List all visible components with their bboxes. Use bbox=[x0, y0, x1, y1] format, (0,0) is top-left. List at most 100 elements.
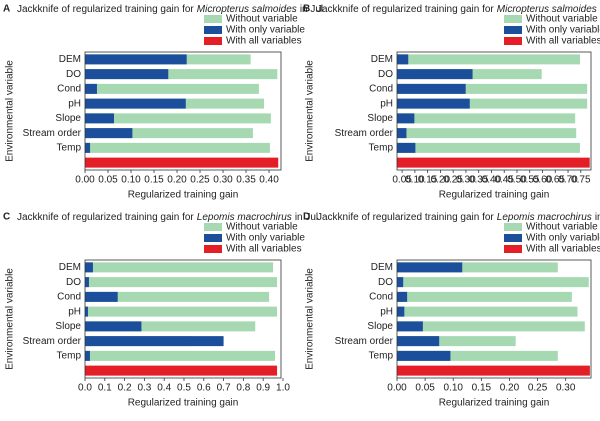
x-tick-label: 0.4 bbox=[157, 383, 171, 394]
bar bbox=[397, 54, 580, 64]
bar bbox=[397, 277, 403, 287]
bar bbox=[85, 262, 273, 272]
legend-label: With all variables bbox=[226, 244, 302, 255]
title-part: Jackknife of regularized training gain f… bbox=[317, 212, 494, 223]
y-tick-label: DEM bbox=[371, 262, 393, 273]
x-tick-label: 1.0 bbox=[276, 383, 290, 394]
bar bbox=[85, 128, 132, 138]
bar bbox=[85, 336, 224, 346]
x-tick-label: 0.5 bbox=[177, 383, 191, 394]
bar bbox=[85, 321, 141, 331]
y-tick-label: Slope bbox=[55, 321, 81, 332]
panel-letter: C bbox=[3, 212, 10, 223]
y-tick-label: Stream order bbox=[335, 128, 394, 139]
x-tick-label: 0.8 bbox=[236, 383, 250, 394]
y-tick-label: Cond bbox=[57, 292, 81, 303]
legend-swatch bbox=[204, 37, 222, 45]
bar bbox=[397, 336, 439, 346]
y-tick-label: DEM bbox=[59, 262, 81, 273]
bar bbox=[397, 321, 585, 331]
x-tick-label: 0.30 bbox=[556, 383, 576, 394]
y-tick-label: DO bbox=[66, 69, 81, 80]
title-part: Jackknife of regularized training gain f… bbox=[17, 212, 194, 223]
bar bbox=[397, 143, 580, 153]
x-tick-label: 0.25 bbox=[190, 175, 210, 186]
bar bbox=[397, 99, 470, 109]
legend-label: Without variable bbox=[226, 222, 298, 233]
bar bbox=[85, 277, 89, 287]
x-tick-label: 0.3 bbox=[137, 383, 151, 394]
y-tick-label: Cond bbox=[57, 84, 81, 95]
bar bbox=[397, 366, 590, 376]
bar bbox=[397, 143, 415, 153]
bar bbox=[85, 158, 278, 168]
bar bbox=[397, 69, 473, 79]
x-tick-label: 0.40 bbox=[259, 175, 279, 186]
y-tick-label: pH bbox=[68, 98, 81, 109]
x-tick-label: 0.20 bbox=[167, 175, 187, 186]
legend-swatch bbox=[204, 245, 222, 253]
x-tick-label: 0.20 bbox=[500, 383, 520, 394]
x-tick-label: 0.6 bbox=[197, 383, 211, 394]
x-tick-label: 0.25 bbox=[528, 383, 548, 394]
legend-swatch bbox=[504, 234, 522, 242]
x-tick-label: 0.7 bbox=[217, 383, 231, 394]
y-tick-label: DEM bbox=[371, 54, 393, 65]
y-tick-label: Temp bbox=[369, 143, 394, 154]
legend-label: With all variables bbox=[226, 36, 302, 47]
legend-swatch bbox=[504, 223, 522, 231]
bar bbox=[85, 351, 275, 361]
x-tick-label: 0.75 bbox=[571, 175, 591, 186]
bar bbox=[85, 99, 186, 109]
x-tick-label: 0.05 bbox=[98, 175, 118, 186]
y-tick-label: Stream order bbox=[335, 336, 394, 347]
bar bbox=[85, 84, 97, 94]
title-part: Jackknife of regularized training gain f… bbox=[17, 4, 194, 15]
y-axis-label: Environmental variable bbox=[5, 60, 16, 162]
bar bbox=[85, 84, 259, 94]
y-tick-label: DEM bbox=[59, 54, 81, 65]
y-axis-label: Environmental variable bbox=[305, 60, 316, 162]
bar bbox=[397, 262, 462, 272]
bar bbox=[85, 307, 277, 317]
legend-label: With all variables bbox=[526, 36, 600, 47]
bar bbox=[397, 351, 450, 361]
bar bbox=[397, 307, 404, 317]
y-tick-label: pH bbox=[68, 306, 81, 317]
bar bbox=[85, 262, 93, 272]
y-tick-label: pH bbox=[380, 98, 393, 109]
bar bbox=[85, 143, 270, 153]
bar bbox=[397, 292, 572, 302]
bar bbox=[85, 54, 187, 64]
y-tick-label: Temp bbox=[369, 351, 394, 362]
x-tick-label: 0.0 bbox=[78, 383, 92, 394]
legend-swatch bbox=[504, 15, 522, 23]
x-tick-label: 0.35 bbox=[236, 175, 256, 186]
legend-label: With all variables bbox=[526, 244, 600, 255]
x-axis-label: Regularized training gain bbox=[439, 190, 550, 201]
title-part: Jackknife of regularized training gain f… bbox=[317, 4, 494, 15]
bar bbox=[85, 277, 277, 287]
x-axis-label: Regularized training gain bbox=[439, 398, 550, 409]
bar bbox=[85, 69, 168, 79]
x-tick-label: 0.30 bbox=[213, 175, 233, 186]
x-tick-label: 0.00 bbox=[75, 175, 95, 186]
y-tick-label: Cond bbox=[369, 84, 393, 95]
legend-label: Without variable bbox=[226, 14, 298, 25]
x-tick-label: 0.15 bbox=[472, 383, 492, 394]
legend-swatch bbox=[204, 223, 222, 231]
x-tick-label: 0.05 bbox=[415, 383, 435, 394]
y-tick-label: Slope bbox=[367, 321, 393, 332]
bar bbox=[85, 351, 90, 361]
y-tick-label: Slope bbox=[367, 113, 393, 124]
bar bbox=[85, 307, 88, 317]
legend-swatch bbox=[504, 26, 522, 34]
bar bbox=[397, 128, 576, 138]
panel-letter: A bbox=[3, 4, 10, 15]
x-axis-label: Regularized training gain bbox=[128, 398, 239, 409]
bar bbox=[397, 277, 589, 287]
legend-label: With only variable bbox=[226, 25, 305, 36]
y-tick-label: DO bbox=[66, 277, 81, 288]
y-tick-label: Temp bbox=[57, 143, 82, 154]
